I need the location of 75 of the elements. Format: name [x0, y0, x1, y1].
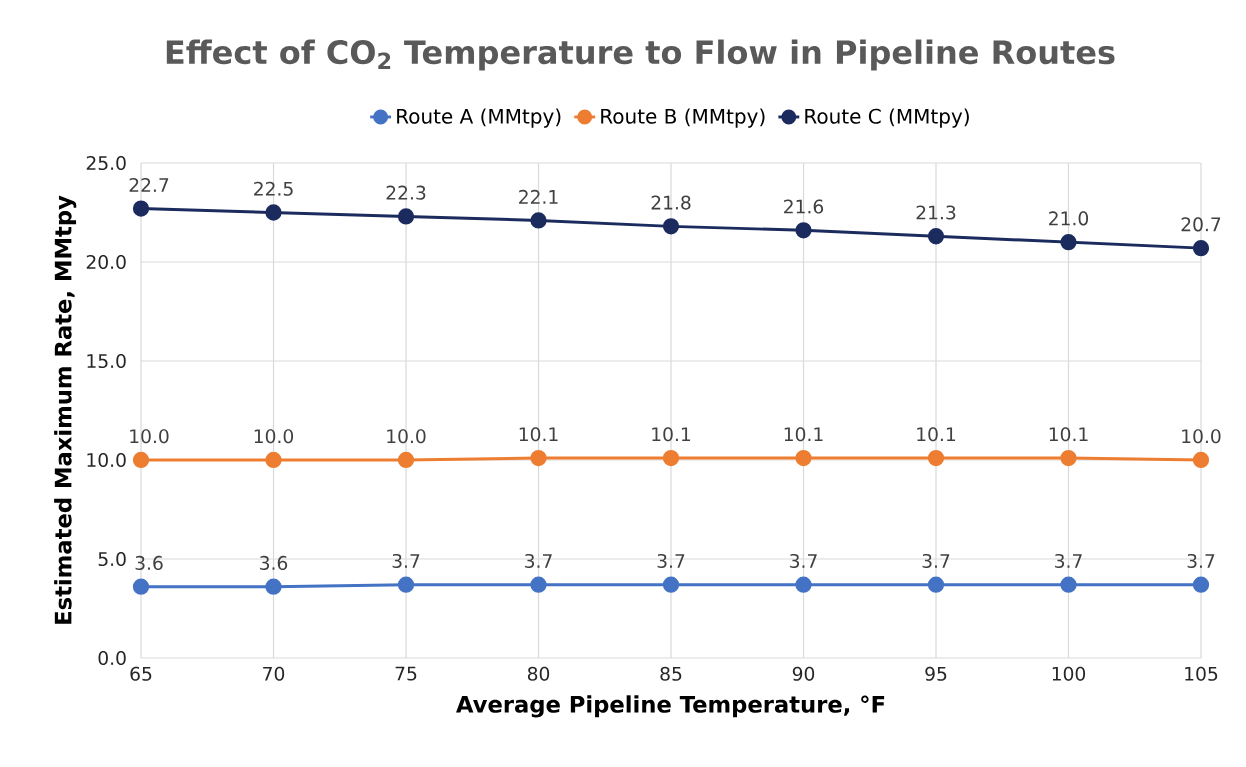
data-label: 22.7 — [129, 177, 169, 192]
data-label: 10.0 — [254, 429, 294, 444]
data-label: 22.3 — [386, 185, 426, 200]
data-label: 21.3 — [916, 205, 956, 220]
data-label: 21.8 — [651, 195, 691, 210]
x-axis-title: Average Pipeline Temperature, °F — [456, 695, 885, 718]
point — [927, 228, 945, 245]
data-label: 10.1 — [652, 427, 691, 442]
x-tick-label: 105 — [1185, 666, 1218, 681]
point — [662, 218, 680, 235]
x-tick-label: 65 — [130, 666, 152, 681]
point — [795, 576, 812, 593]
point — [1192, 240, 1210, 257]
point — [530, 212, 547, 229]
point — [1060, 449, 1077, 467]
data-label: 22.1 — [519, 189, 558, 204]
data-label: 3.7 — [790, 553, 817, 569]
point — [265, 204, 282, 221]
data-label: 10.1 — [1049, 427, 1088, 442]
data-label: 10.1 — [917, 427, 956, 442]
y-tick-label: 10.0 — [87, 452, 126, 468]
data-label: 21.6 — [784, 199, 824, 214]
point — [530, 576, 547, 593]
point — [265, 451, 282, 469]
point — [1192, 576, 1210, 593]
point — [795, 222, 812, 239]
x-tick-label: 100 — [1052, 666, 1086, 681]
y-tick-label: 15.0 — [87, 353, 126, 369]
data-label: 3.7 — [1055, 553, 1082, 569]
data-label: 10.1 — [784, 427, 823, 442]
y-tick-label: 25.0 — [86, 155, 126, 171]
point — [397, 451, 415, 469]
point — [1060, 234, 1077, 251]
legend-label: Route B (MMtpy) — [601, 108, 765, 128]
point — [927, 449, 945, 467]
point — [795, 449, 812, 467]
data-label: 3.6 — [260, 555, 288, 570]
data-label: 3.6 — [135, 555, 163, 570]
point — [132, 200, 150, 217]
data-label: 20.7 — [1181, 217, 1221, 232]
point — [132, 451, 150, 469]
x-tick-label: 90 — [792, 666, 815, 681]
y-tick-label: 0.0 — [98, 650, 126, 666]
y-tick-label: 5.0 — [98, 551, 126, 567]
point — [397, 576, 415, 593]
y-axis-title: Estimated Maximum Rate, MMtpy — [54, 195, 77, 624]
point — [662, 576, 680, 593]
point — [397, 208, 415, 225]
legend-label: Route C (MMtpy) — [805, 108, 969, 128]
point — [1060, 576, 1077, 593]
data-label: 22.5 — [254, 181, 293, 196]
point — [265, 578, 282, 595]
data-label: 3.7 — [392, 553, 420, 569]
data-label: 10.1 — [519, 427, 558, 442]
data-label: 3.7 — [657, 553, 685, 569]
point — [927, 576, 945, 593]
data-label: 10.0 — [387, 429, 426, 444]
data-label: 3.7 — [922, 553, 950, 569]
x-tick-label: 95 — [925, 666, 947, 681]
legend-label: Route A (MMtpy) — [397, 108, 561, 128]
point — [530, 449, 547, 467]
x-tick-label: 80 — [527, 666, 550, 681]
data-label: 21.0 — [1049, 211, 1089, 226]
data-label: 3.7 — [1187, 553, 1215, 569]
data-label: 10.0 — [130, 429, 169, 444]
chart-title: Effect of CO$_{2}$ Temperature to Flow in Pipeline Routes — [166, 39, 1115, 71]
x-tick-label: 75 — [395, 666, 417, 681]
data-label: 3.7 — [525, 553, 552, 569]
data-label: 10.0 — [1182, 429, 1221, 444]
point — [662, 449, 680, 467]
x-tick-label: 70 — [263, 666, 285, 681]
point — [1192, 451, 1210, 469]
y-tick-label: 20.0 — [86, 254, 126, 270]
x-tick-label: 85 — [660, 666, 682, 681]
point — [132, 578, 150, 595]
